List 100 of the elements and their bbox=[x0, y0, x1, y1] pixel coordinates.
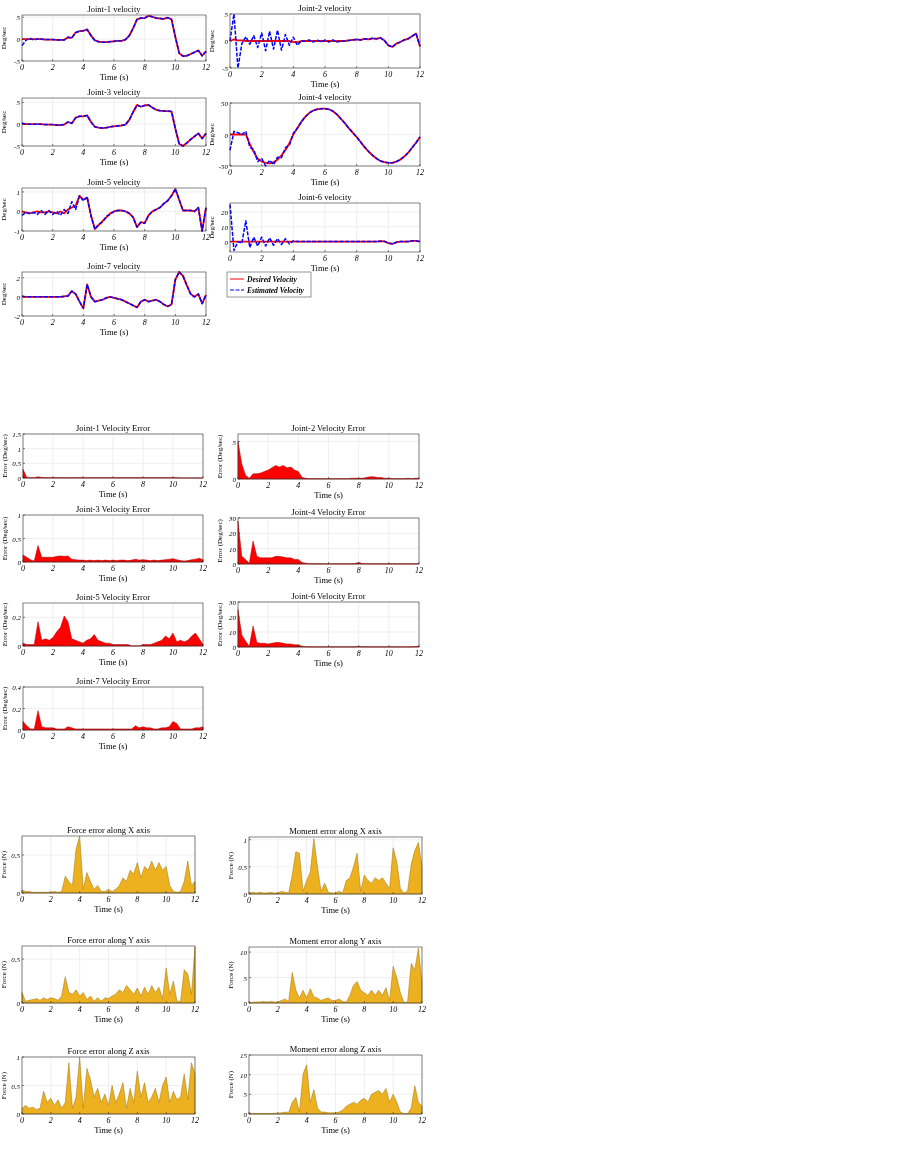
x-tick-label: 10 bbox=[384, 649, 393, 658]
x-axis-title: Time (s) bbox=[99, 242, 129, 252]
chart-title: Joint-5 velocity bbox=[87, 177, 142, 187]
x-tick-label: 2 bbox=[51, 648, 55, 657]
chart-title: Joint-2 velocity bbox=[298, 3, 353, 13]
x-tick-label: 12 bbox=[418, 1005, 426, 1014]
x-tick-label: 10 bbox=[384, 70, 393, 79]
x-tick-label: 8 bbox=[354, 168, 359, 177]
x-tick-label: 10 bbox=[162, 895, 171, 904]
x-tick-label: 12 bbox=[199, 648, 207, 657]
x-tick-label: 2 bbox=[275, 896, 280, 905]
chart-title: Joint-2 Velocity Error bbox=[291, 423, 366, 433]
chart-title: Force error along Y axis bbox=[67, 935, 150, 945]
x-tick-label: 2 bbox=[259, 254, 264, 263]
x-tick-label: 6 bbox=[111, 480, 115, 489]
x-tick-label: 8 bbox=[142, 318, 147, 327]
x-tick-label: 12 bbox=[202, 63, 210, 72]
x-tick-label: 8 bbox=[135, 1005, 140, 1014]
x-tick-label: 4 bbox=[304, 1005, 309, 1014]
x-axis-title: Time (s) bbox=[310, 177, 340, 187]
x-tick-label: 2 bbox=[51, 732, 55, 741]
line-series bbox=[21, 271, 207, 310]
chart-title: Joint-4 Velocity Error bbox=[291, 507, 366, 517]
chart-title: Joint-6 velocity bbox=[298, 192, 353, 202]
x-tick-label: 4 bbox=[291, 70, 296, 79]
x-tick-label: 12 bbox=[191, 895, 199, 904]
x-tick-label: 6 bbox=[112, 63, 116, 72]
x-tick-label: 2 bbox=[50, 233, 55, 242]
x-tick-label: 6 bbox=[326, 566, 331, 575]
x-axis-title: Time (s) bbox=[310, 79, 340, 89]
x-tick-label: 6 bbox=[326, 481, 331, 490]
x-tick-label: 12 bbox=[415, 649, 423, 658]
x-axis-title: Time (s) bbox=[310, 263, 340, 273]
x-tick-label: 4 bbox=[77, 1116, 82, 1125]
x-tick-label: 2 bbox=[275, 1005, 280, 1014]
x-tick-label: 10 bbox=[384, 566, 393, 575]
x-tick-label: 4 bbox=[77, 895, 82, 904]
x-tick-label: 8 bbox=[354, 70, 359, 79]
x-axis-title: Time (s) bbox=[98, 573, 128, 583]
x-tick-label: 8 bbox=[356, 649, 361, 658]
chart-title: Joint-6 Velocity Error bbox=[291, 591, 366, 601]
x-tick-label: 6 bbox=[106, 1005, 111, 1014]
x-tick-label: 4 bbox=[81, 480, 85, 489]
x-axis-title: Time (s) bbox=[314, 575, 344, 585]
x-tick-label: 4 bbox=[304, 1116, 309, 1125]
x-tick-label: 12 bbox=[416, 168, 424, 177]
x-tick-label: 2 bbox=[48, 895, 53, 904]
x-axis-title: Time (s) bbox=[94, 904, 124, 914]
x-tick-label: 2 bbox=[50, 318, 55, 327]
x-axis-title: Time (s) bbox=[321, 1125, 351, 1135]
x-tick-label: 8 bbox=[362, 1116, 367, 1125]
chart-title: Joint-7 velocity bbox=[87, 261, 142, 271]
x-axis-title: Time (s) bbox=[314, 658, 344, 668]
x-tick-label: 10 bbox=[169, 732, 177, 741]
x-tick-label: 8 bbox=[141, 480, 145, 489]
x-tick-label: 6 bbox=[112, 148, 116, 157]
x-tick-label: 12 bbox=[202, 233, 210, 242]
x-tick-label: 6 bbox=[333, 1116, 338, 1125]
x-tick-label: 2 bbox=[266, 649, 271, 658]
x-tick-label: 8 bbox=[362, 1005, 367, 1014]
x-tick-label: 4 bbox=[291, 254, 296, 263]
x-tick-label: 12 bbox=[202, 318, 210, 327]
x-tick-label: 6 bbox=[323, 254, 327, 263]
x-tick-label: 6 bbox=[106, 1116, 111, 1125]
x-tick-label: 12 bbox=[191, 1005, 199, 1014]
x-axis-title: Time (s) bbox=[99, 157, 129, 167]
x-tick-label: 2 bbox=[275, 1116, 280, 1125]
x-tick-label: 12 bbox=[416, 254, 424, 263]
x-tick-label: 8 bbox=[142, 233, 147, 242]
x-tick-label: 8 bbox=[356, 481, 361, 490]
chart-title: Joint-3 velocity bbox=[87, 87, 142, 97]
line-series bbox=[229, 32, 421, 48]
x-tick-label: 6 bbox=[111, 648, 115, 657]
x-tick-label: 6 bbox=[112, 233, 116, 242]
x-axis-title: Time (s) bbox=[321, 1014, 351, 1024]
x-tick-label: 6 bbox=[323, 168, 327, 177]
x-axis-title: Time (s) bbox=[99, 327, 129, 337]
x-tick-label: 6 bbox=[323, 70, 327, 79]
chart-title: Moment error along Z axis bbox=[289, 1044, 382, 1054]
chart-title: Joint-1 velocity bbox=[87, 4, 142, 14]
x-tick-label: 2 bbox=[259, 168, 264, 177]
x-tick-label: 12 bbox=[418, 896, 426, 905]
chart-title: Force error along Z axis bbox=[67, 1046, 150, 1056]
x-tick-label: 6 bbox=[106, 895, 111, 904]
x-tick-label: 6 bbox=[333, 1005, 338, 1014]
x-tick-label: 4 bbox=[291, 168, 296, 177]
x-tick-label: 8 bbox=[142, 63, 147, 72]
x-axis-title: Time (s) bbox=[98, 741, 128, 751]
x-tick-label: 12 bbox=[199, 480, 207, 489]
x-tick-label: 12 bbox=[415, 481, 423, 490]
x-tick-label: 2 bbox=[259, 70, 264, 79]
chart-title: Moment error along Y axis bbox=[289, 936, 382, 946]
x-tick-label: 10 bbox=[171, 148, 180, 157]
chart-title: Moment error along X axis bbox=[289, 826, 382, 836]
x-tick-label: 2 bbox=[48, 1116, 53, 1125]
x-axis-title: Time (s) bbox=[98, 657, 128, 667]
x-tick-label: 8 bbox=[135, 1116, 140, 1125]
chart-title: Joint-3 Velocity Error bbox=[76, 504, 151, 514]
x-tick-label: 10 bbox=[171, 63, 180, 72]
x-tick-label: 2 bbox=[51, 564, 55, 573]
